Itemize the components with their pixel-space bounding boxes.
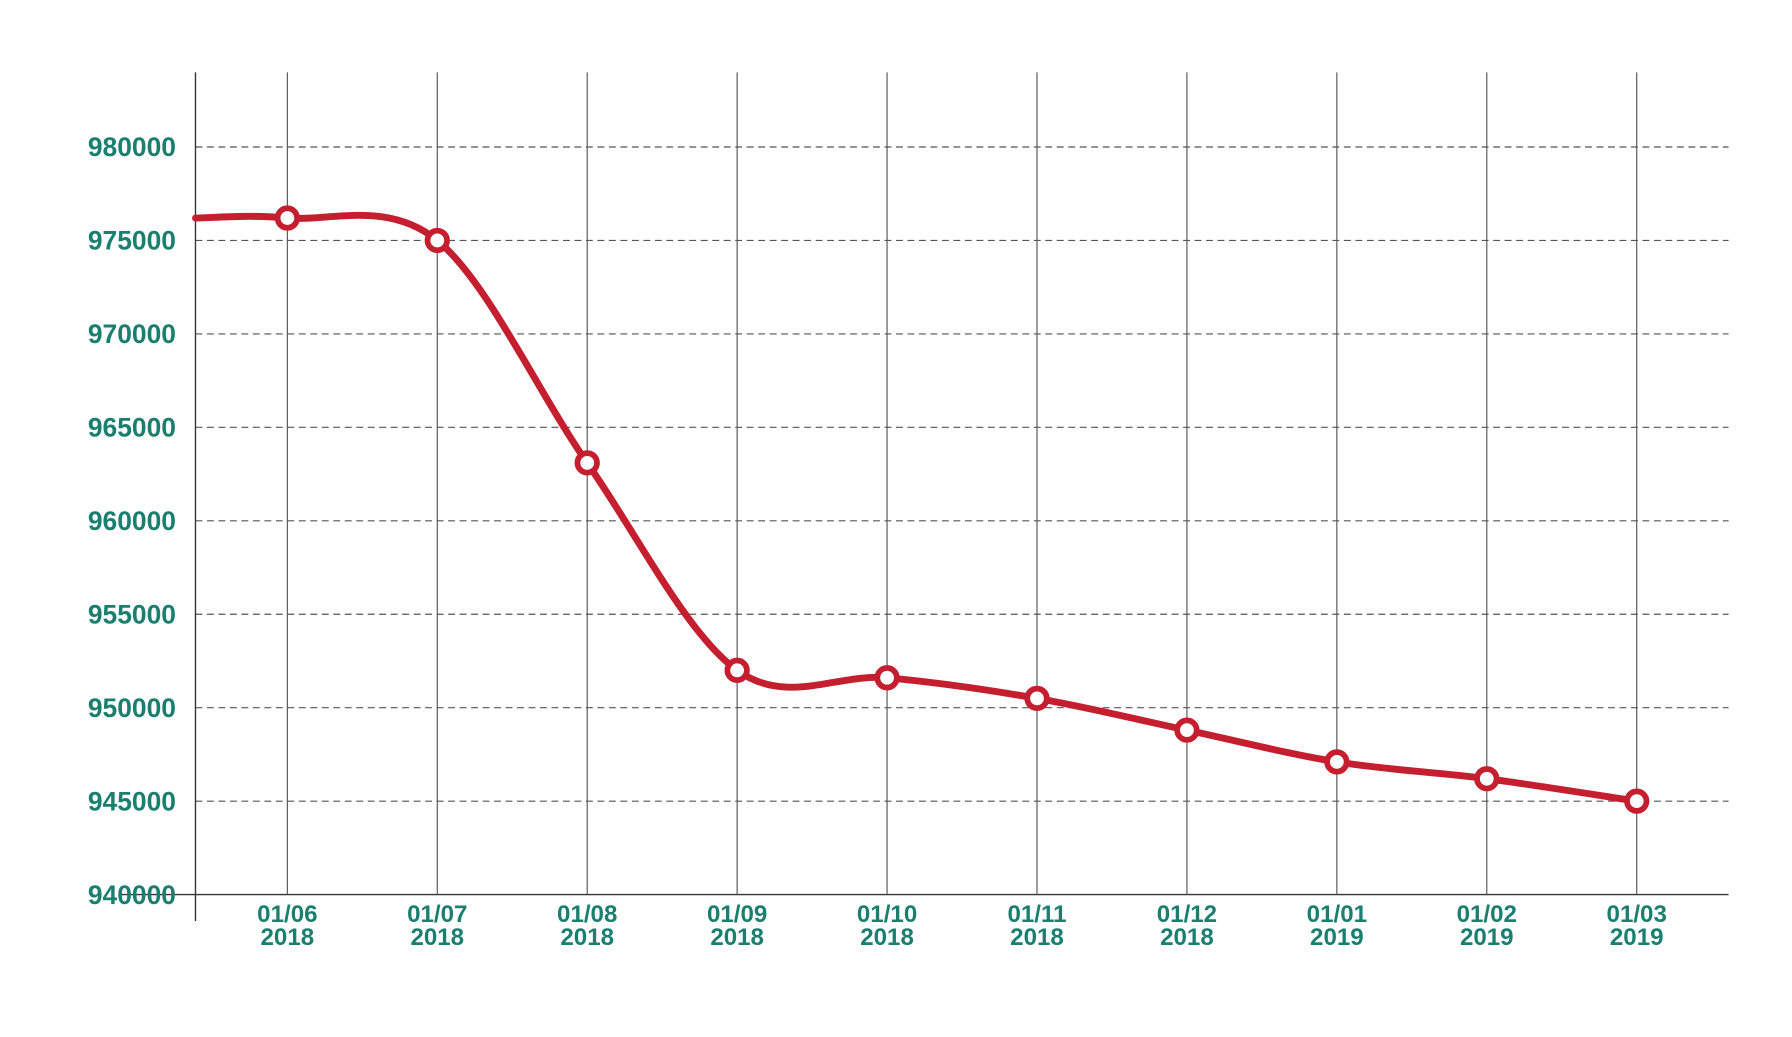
- x-tick-label-date: 01/09: [707, 901, 767, 928]
- x-tick-label-year: 2019: [1460, 924, 1514, 951]
- y-tick-label: 950000: [88, 693, 176, 723]
- x-tick-label-year: 2018: [410, 924, 464, 951]
- data-point-marker: [1624, 788, 1650, 814]
- data-point-marker: [874, 665, 900, 691]
- x-tick-label-date: 01/03: [1607, 901, 1667, 928]
- x-tick-label-year: 2018: [1160, 924, 1214, 951]
- y-tick-label: 945000: [88, 786, 176, 816]
- data-point-marker: [1324, 749, 1350, 775]
- x-tick-label-date: 01/07: [407, 901, 467, 928]
- y-tick-label: 965000: [88, 413, 176, 443]
- data-point-marker: [274, 205, 300, 231]
- y-tick-label: 980000: [88, 132, 176, 162]
- x-tick-label-date: 01/10: [857, 901, 917, 928]
- data-point-marker: [724, 657, 750, 683]
- x-tick-label-date: 01/01: [1307, 901, 1367, 928]
- y-tick-label: 955000: [88, 599, 176, 629]
- series-line: [192, 211, 1641, 805]
- x-tick-label-date: 01/06: [257, 901, 317, 928]
- y-tick-label: 970000: [88, 319, 176, 349]
- y-tick-label: 975000: [88, 226, 176, 256]
- x-tick-label-year: 2018: [860, 924, 914, 951]
- x-tick-label-date: 01/08: [557, 901, 617, 928]
- x-tick-label-date: 01/11: [1007, 901, 1066, 928]
- data-point-marker: [1474, 766, 1500, 792]
- x-tick-label-year: 2018: [560, 924, 614, 951]
- x-tick-label-date: 01/02: [1457, 901, 1517, 928]
- x-tick-label-year: 2018: [710, 924, 764, 951]
- data-point-marker: [574, 450, 600, 476]
- data-point-marker: [1174, 717, 1200, 743]
- x-tick-label-year: 2018: [261, 924, 315, 951]
- x-tick-label-year: 2019: [1610, 924, 1664, 951]
- x-tick-label-date: 01/12: [1157, 901, 1217, 928]
- y-tick-label: 940000: [88, 880, 176, 910]
- y-tick-label: 960000: [88, 506, 176, 536]
- x-tick-label-year: 2018: [1010, 924, 1064, 951]
- data-point-marker: [424, 227, 450, 254]
- x-tick-label-year: 2019: [1310, 924, 1364, 951]
- data-point-marker: [1024, 685, 1050, 711]
